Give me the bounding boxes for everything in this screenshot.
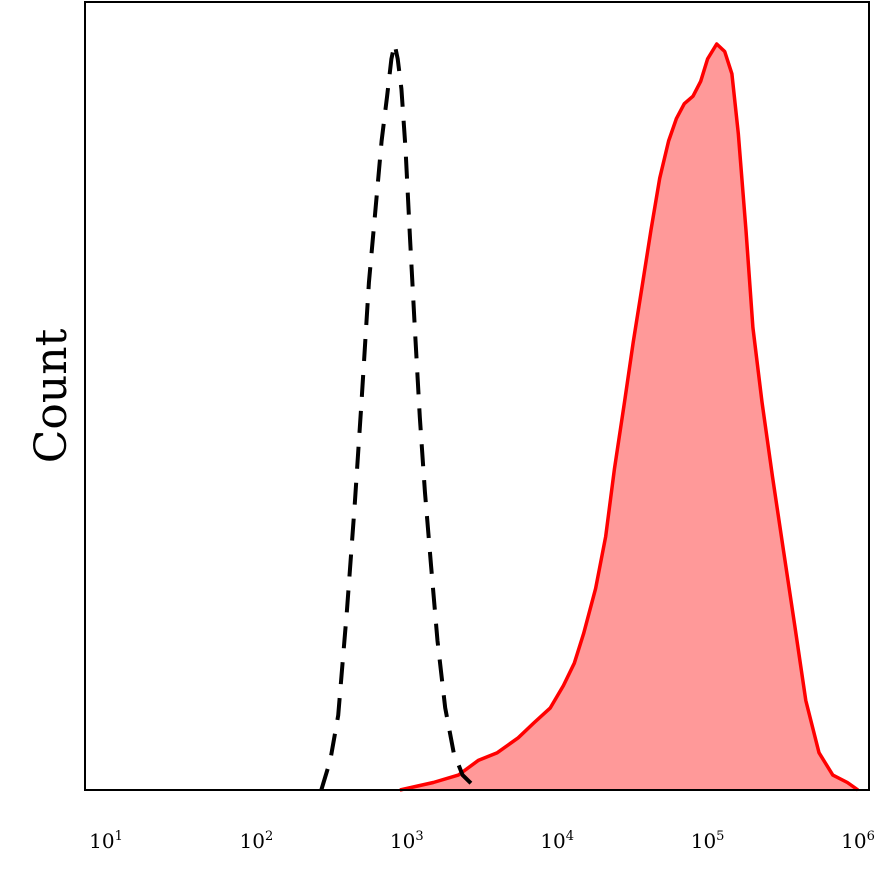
y-axis-label: Count <box>26 328 77 463</box>
series-layer <box>319 42 860 792</box>
series-1-area <box>399 44 858 790</box>
x-tick-base: 10 <box>540 829 565 853</box>
x-tick-exponent: 3 <box>415 829 423 844</box>
x-tick-exponent: 6 <box>867 829 875 844</box>
x-tick-base: 10 <box>390 829 415 853</box>
x-tick-label-3: 103 <box>390 829 424 853</box>
x-tick-base: 10 <box>89 829 114 853</box>
x-tick-base: 10 <box>841 829 866 853</box>
x-tick-label-4: 104 <box>540 829 574 853</box>
x-tick-exponent: 4 <box>566 829 574 844</box>
x-tick-label-6: 106 <box>841 829 875 853</box>
x-tick-base: 10 <box>691 829 716 853</box>
series-1-line <box>399 42 860 792</box>
x-tick-base: 10 <box>240 829 265 853</box>
plot-frame <box>84 1 870 791</box>
x-tick-exponent: 1 <box>115 829 123 844</box>
x-tick-labels: 101 102 103 104 105 106 <box>89 829 875 853</box>
series-0-line <box>319 42 482 792</box>
x-tick-label-1: 101 <box>89 829 123 853</box>
x-tick-label-2: 102 <box>240 829 274 853</box>
x-tick-exponent: 2 <box>265 829 273 844</box>
x-tick-exponent: 5 <box>716 829 724 844</box>
x-tick-label-5: 105 <box>691 829 725 853</box>
